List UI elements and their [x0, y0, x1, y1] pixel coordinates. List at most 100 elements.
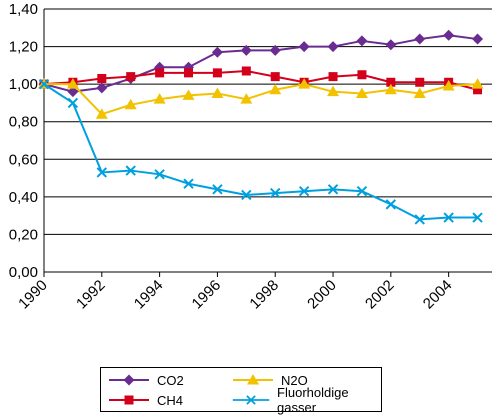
data-point-fluorholdige-gasser	[270, 187, 281, 199]
data-point-n2o	[95, 108, 108, 119]
data-point-ch4	[241, 66, 251, 76]
y-tick-label: 1,40	[9, 1, 38, 18]
data-point-n2o	[471, 78, 484, 89]
data-point-fluorholdige-gasser	[472, 212, 483, 223]
legend-swatch-fluorholdige-gasser	[232, 395, 270, 405]
data-point-n2o	[153, 93, 166, 104]
data-point-n2o	[124, 98, 137, 110]
data-point-ch4	[357, 70, 367, 80]
series-line-n2o	[44, 83, 478, 116]
x-tick-label: 2000	[304, 277, 340, 313]
data-point-ch4	[212, 68, 222, 78]
data-point-co2	[472, 33, 484, 45]
legend-item-n2o: N2O	[231, 371, 308, 389]
data-point-ch4	[270, 72, 280, 82]
legend-label-co2: CO2	[157, 372, 184, 388]
data-point-n2o	[413, 87, 426, 99]
x-tick-label: 1998	[246, 277, 282, 313]
data-point-n2o	[384, 83, 397, 95]
data-point-n2o	[327, 85, 340, 97]
data-point-co2	[240, 44, 252, 56]
series-co2	[38, 29, 484, 98]
data-point-n2o	[269, 83, 282, 95]
legend-marker-ch4	[124, 395, 134, 405]
data-point-co2	[327, 41, 339, 53]
series-line-ch4	[43, 69, 478, 91]
y-tick-label: 0,40	[9, 189, 38, 206]
legend-label-fluorholdige-gasser: Fluorholdige gasser	[277, 385, 349, 415]
y-tick-label: 0,60	[9, 151, 38, 168]
data-point-n2o	[442, 80, 455, 91]
data-point-n2o	[182, 89, 195, 100]
legend-label-n2o: N2O	[281, 372, 308, 388]
data-point-n2o	[355, 87, 368, 99]
y-tick-label: 1,00	[9, 76, 38, 93]
data-point-fluorholdige-gasser	[327, 184, 339, 195]
data-point-fluorholdige-gasser	[414, 214, 425, 225]
x-tick-label: 1992	[73, 277, 109, 313]
legend-marker-n2o	[247, 374, 259, 385]
data-point-co2	[414, 33, 426, 45]
x-tick-label: 1994	[131, 277, 167, 313]
x-tick-label: 2002	[362, 277, 398, 313]
x-tick-label: 2004	[420, 277, 456, 313]
legend-label-ch4: CH4	[157, 392, 184, 408]
legend-swatch-ch4	[109, 395, 149, 405]
legend-swatch-co2	[109, 374, 149, 386]
data-point-ch4	[473, 85, 483, 95]
data-point-ch4	[386, 77, 396, 87]
data-point-n2o	[66, 78, 79, 89]
plot-series	[38, 29, 484, 225]
series-fluorholdige-gasser	[38, 78, 483, 225]
x-tick-label: 1990	[15, 277, 51, 313]
x-tick-label: 1996	[189, 277, 225, 313]
data-point-fluorholdige-gasser	[96, 167, 108, 178]
legend-marker-co2	[123, 374, 135, 386]
data-point-co2	[211, 46, 223, 58]
y-tick-label: 0,00	[9, 264, 38, 281]
data-point-fluorholdige-gasser	[385, 199, 397, 210]
data-point-fluorholdige-gasser	[183, 178, 194, 189]
data-point-co2	[385, 39, 397, 51]
data-point-ch4	[126, 72, 136, 82]
data-point-fluorholdige-gasser	[154, 169, 165, 180]
data-point-fluorholdige-gasser	[38, 78, 50, 90]
data-point-co2	[96, 82, 108, 94]
data-point-ch4	[155, 68, 165, 78]
data-point-n2o	[298, 78, 311, 89]
y-tick-label: 0,80	[9, 114, 38, 131]
legend: CO2 CH4 N2O Fluorholdige gasser	[100, 367, 382, 415]
y-axis-tick-labels: 0,00 0,20 0,40 0,60 0,80 1,00 1,20 1,40	[9, 1, 38, 281]
data-point-n2o	[211, 87, 224, 99]
legend-item-co2: CO2	[107, 371, 184, 389]
data-point-co2	[443, 29, 455, 41]
data-point-fluorholdige-gasser	[212, 184, 223, 195]
series-line-co2	[43, 34, 478, 93]
data-point-fluorholdige-gasser	[67, 97, 79, 109]
data-point-co2	[67, 86, 79, 98]
data-point-fluorholdige-gasser	[443, 212, 454, 223]
data-point-ch4	[97, 74, 107, 84]
data-point-fluorholdige-gasser	[298, 186, 310, 197]
series-ch4	[39, 66, 483, 95]
data-point-n2o	[240, 93, 253, 104]
data-point-fluorholdige-gasser	[356, 186, 368, 197]
data-point-ch4	[415, 77, 425, 87]
legend-item-ch4: CH4	[107, 391, 183, 409]
data-point-ch4	[328, 72, 338, 82]
data-point-co2	[356, 35, 368, 47]
data-point-co2	[269, 44, 281, 56]
data-point-co2	[298, 41, 310, 53]
data-point-fluorholdige-gasser	[125, 165, 136, 176]
series-n2o	[38, 78, 484, 119]
legend-marker-fluorholdige-gasser	[246, 395, 256, 405]
legend-item-fluorholdige-gasser: Fluorholdige gasser	[231, 385, 381, 415]
data-point-ch4	[184, 68, 194, 78]
x-axis-tick-labels: 1990 1992 1994 1996 1998 2000 2002 2004	[15, 277, 455, 313]
axes	[43, 9, 450, 277]
gridlines	[44, 8, 492, 273]
data-point-fluorholdige-gasser	[241, 189, 252, 201]
y-tick-label: 1,20	[9, 39, 38, 56]
series-line-fluorholdige-gasser	[43, 83, 478, 221]
